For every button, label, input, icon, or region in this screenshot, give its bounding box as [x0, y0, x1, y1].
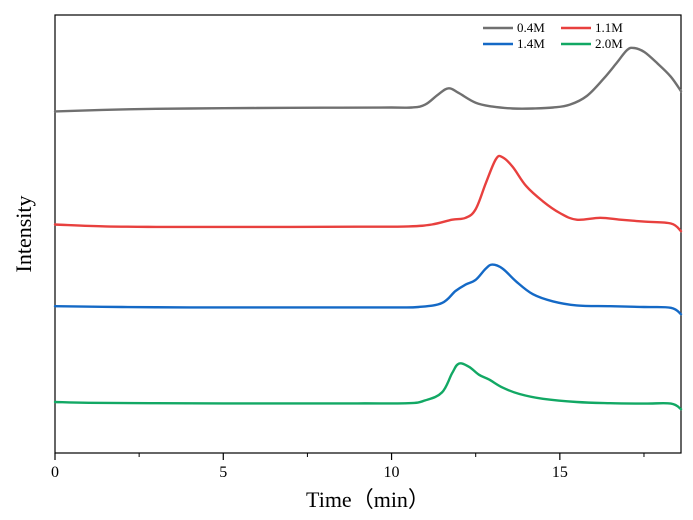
- series-line-0-4m: [53, 46, 683, 113]
- series-line-1-4m: [53, 263, 683, 316]
- x-tick-label: 0: [51, 464, 59, 481]
- legend-label-0-4m: 0.4M: [517, 20, 545, 35]
- x-tick-label: 5: [219, 464, 227, 481]
- legend-label-1-1m: 1.1M: [595, 20, 623, 35]
- plot-frame: [54, 14, 682, 454]
- x-axis: 0 5 10 15: [51, 453, 645, 481]
- series-layer: [53, 46, 683, 411]
- series-line-2-0m: [53, 362, 683, 411]
- series-line-1-1m: [53, 154, 683, 233]
- legend: 0.4M 1.1M 1.4M 2.0M: [483, 20, 623, 51]
- x-tick-label: 10: [384, 464, 400, 481]
- y-axis-title: Intensity: [11, 196, 36, 273]
- legend-label-1-4m: 1.4M: [517, 36, 545, 51]
- x-tick-label: 15: [552, 464, 568, 481]
- legend-label-2-0m: 2.0M: [595, 36, 623, 51]
- x-axis-title: Time（min）: [306, 487, 430, 512]
